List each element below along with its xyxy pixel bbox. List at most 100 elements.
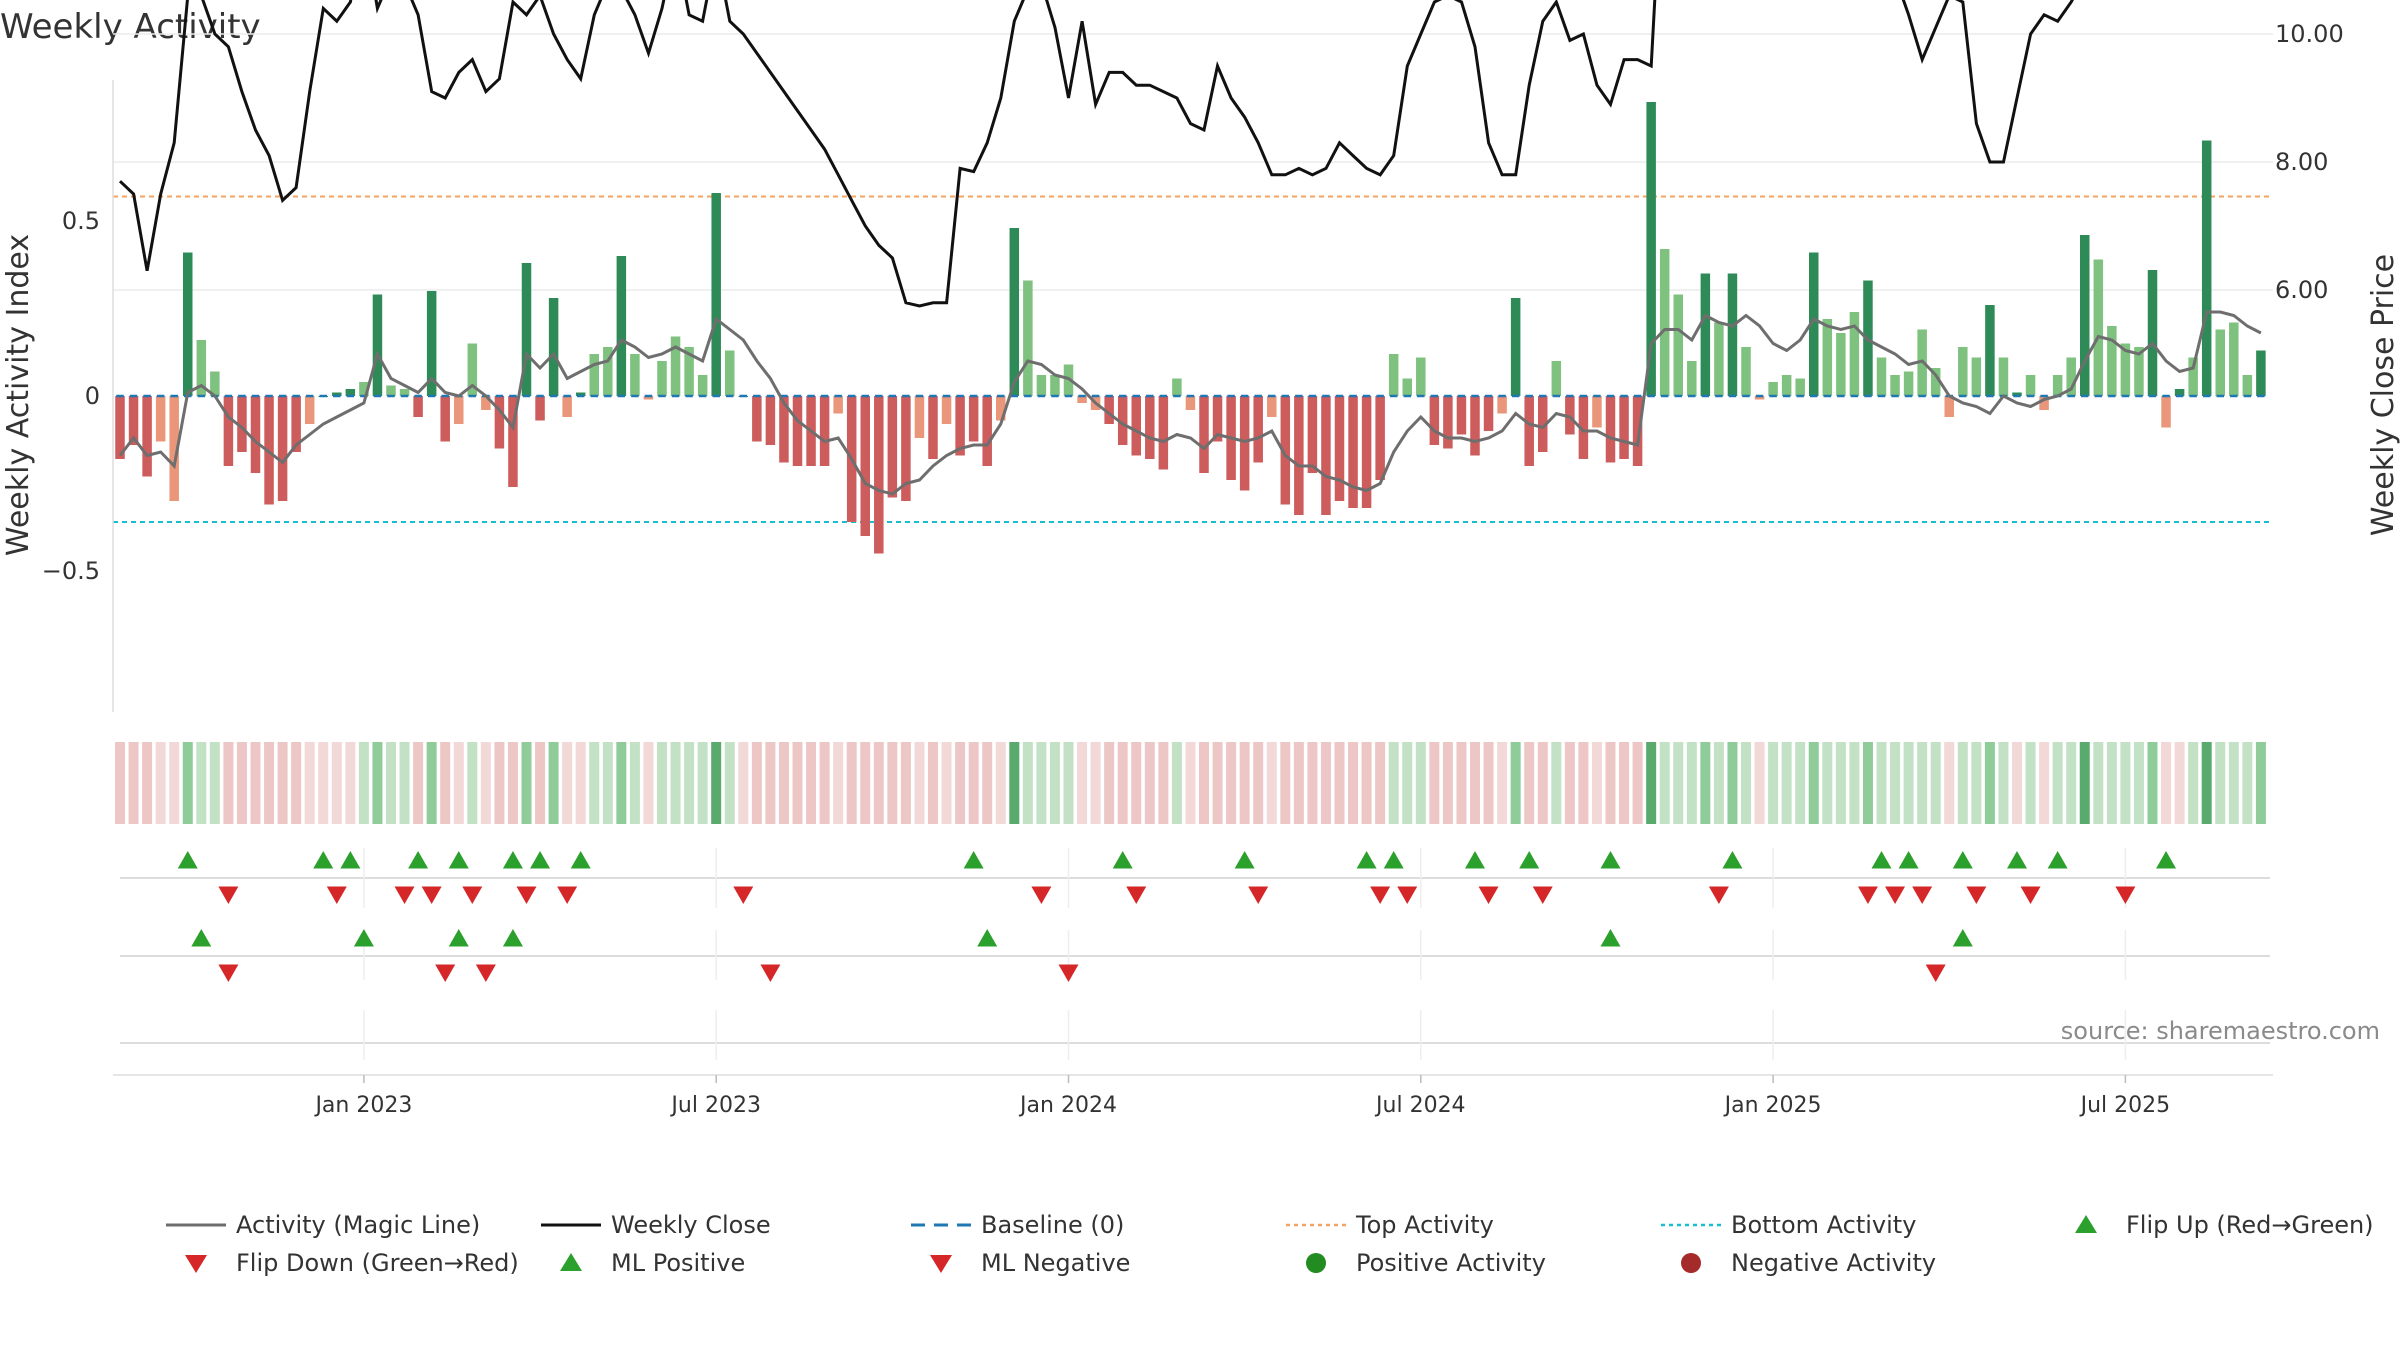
strip-cell — [2012, 742, 2022, 824]
strip-cell — [115, 742, 125, 824]
ml-positive-marker — [977, 929, 998, 947]
activity-bar — [630, 354, 640, 396]
strip-cell — [1890, 742, 1901, 824]
flip-up-marker — [530, 851, 551, 869]
strip-cell — [264, 742, 275, 824]
flip-markers — [120, 848, 2270, 1060]
activity-bar — [535, 396, 545, 421]
x-tick-label: Jan 2025 — [1723, 1093, 1822, 1118]
flip-up-marker — [2047, 851, 2068, 869]
right-tick-label: 6.00 — [2275, 276, 2328, 304]
right-tick-label: 10.00 — [2275, 20, 2344, 48]
strip-cell — [318, 742, 329, 824]
activity-bar — [183, 252, 193, 396]
activity-bar — [2012, 392, 2022, 396]
strip-cell — [575, 742, 586, 824]
activity-bar — [589, 354, 599, 396]
strip-cell — [602, 742, 613, 824]
activity-bar — [1592, 396, 1602, 428]
legend-swatch-dot — [1306, 1253, 1326, 1273]
activity-bar — [2161, 396, 2171, 428]
activity-bar — [399, 389, 410, 396]
legend-swatch-triangle-down — [930, 1255, 952, 1273]
legend-label: Activity (Magic Line) — [236, 1211, 480, 1239]
strip-cell — [2066, 742, 2077, 824]
activity-bar — [115, 396, 125, 459]
strip-cell — [2039, 742, 2050, 824]
activity-bar — [277, 396, 288, 501]
reference-lines — [113, 195, 2273, 523]
activity-bar — [779, 396, 789, 463]
activity-bar — [1253, 396, 1263, 463]
x-tick-label: Jul 2024 — [1374, 1093, 1466, 1118]
strip-cell — [372, 742, 383, 824]
strip-cell — [1429, 742, 1440, 824]
strip-cell — [2161, 742, 2172, 824]
activity-bar — [1402, 378, 1412, 396]
strip-cell — [1144, 742, 1155, 824]
strip-cell — [643, 742, 654, 824]
left-tick-label: −0.5 — [42, 557, 100, 585]
strip-cell — [955, 742, 966, 824]
activity-bar — [359, 382, 369, 396]
strip-cell — [2188, 742, 2199, 824]
activity-bar — [2188, 357, 2198, 396]
strip-cell — [616, 742, 627, 824]
strip-cell — [1754, 742, 1765, 824]
activity-bar — [1849, 312, 1860, 396]
activity-bar — [1632, 396, 1643, 466]
activity-bar — [670, 336, 681, 396]
activity-bar — [1185, 396, 1196, 410]
strip-cell — [494, 742, 505, 824]
flip-up-marker — [1898, 851, 1919, 869]
strip-cell — [1930, 742, 1941, 824]
strip-cell — [1497, 742, 1508, 824]
activity-bar — [1321, 396, 1331, 515]
strip-cell — [1957, 742, 1968, 824]
strip-cell — [1226, 742, 1237, 824]
strip-cell — [1984, 742, 1995, 824]
strip-cell — [1036, 742, 1047, 824]
activity-bar — [1510, 298, 1521, 396]
strip-cell — [2106, 742, 2117, 824]
activity-bar — [2256, 350, 2266, 396]
activity-bar — [1361, 396, 1372, 508]
activity-bar — [1646, 102, 1656, 396]
strip-cell — [291, 742, 302, 824]
activity-bar — [1334, 396, 1345, 501]
activity-bar — [901, 396, 911, 501]
strip-cell — [128, 742, 139, 824]
activity-bar — [1727, 273, 1738, 396]
ml-positive-marker — [1600, 929, 1621, 947]
x-tick-label: Jan 2024 — [1018, 1093, 1117, 1118]
strip-cell — [1470, 742, 1480, 824]
strip-cell — [345, 742, 356, 824]
flip-up-marker — [963, 851, 984, 869]
activity-bar — [2093, 259, 2104, 396]
strip-cell — [1049, 742, 1060, 824]
activity-bar — [603, 347, 613, 396]
activity-bar — [1741, 347, 1751, 396]
strip-cell — [860, 742, 871, 824]
activity-bar — [386, 385, 396, 396]
legend-label: Bottom Activity — [1731, 1211, 1916, 1239]
activity-bar — [819, 396, 830, 466]
strip-cell — [196, 742, 207, 824]
activity-bar — [1280, 396, 1291, 505]
strip-cell — [1104, 742, 1115, 824]
activity-bar — [508, 396, 518, 487]
activity-bar — [941, 396, 952, 424]
strip-cell — [453, 742, 464, 824]
activity-bar — [1483, 396, 1494, 431]
activity-bar — [332, 392, 342, 396]
flip-down-marker — [1126, 886, 1147, 904]
activity-bar — [1104, 396, 1114, 424]
strip-cell — [155, 742, 166, 824]
activity-bar — [1876, 357, 1887, 396]
activity-bar — [467, 343, 478, 396]
flip-down-marker — [2020, 886, 2041, 904]
source-note: source: sharemaestro.com — [2061, 1017, 2380, 1045]
activity-bar — [304, 396, 315, 424]
legend-label: Negative Activity — [1731, 1249, 1936, 1277]
strip-cell — [1849, 742, 1860, 824]
